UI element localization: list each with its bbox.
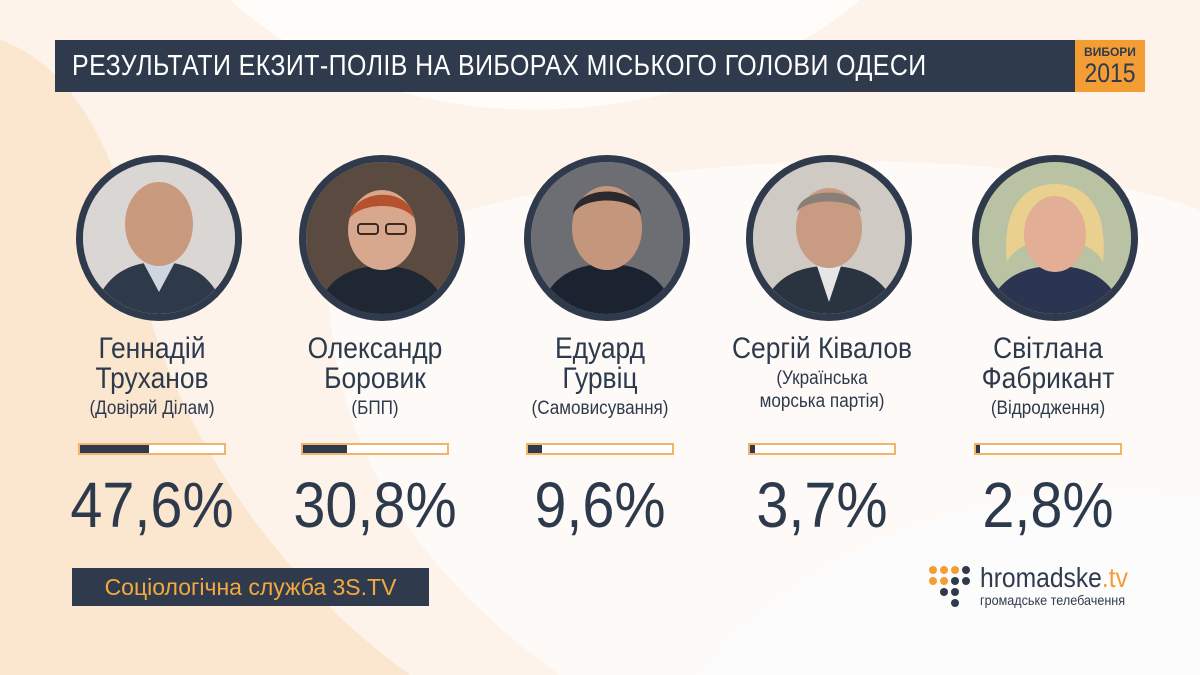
candidate-party: (Довіряй Ділам) [89,398,215,419]
candidate-surname: Труханов [95,362,209,395]
result-bar-track [526,443,674,455]
candidate-party: (БПП) [351,398,399,419]
candidate-photo [299,155,465,321]
result-bar-track [301,443,449,455]
candidate-card: Едуард Гурвіц (Самовисування) 9,6% [485,155,715,540]
source-label: Соціологічна служба 3S.TV [72,568,429,606]
candidate-name: Едуард [554,332,646,365]
candidate-photo [76,155,242,321]
candidate-card: Світлана Фабрикант (Відродження) 2,8% [933,155,1163,540]
badge-label: ВИБОРИ [1084,45,1136,59]
candidate-card: Геннадій Труханов (Довіряй Ділам) 47,6% [37,155,267,540]
candidate-photo [746,155,912,321]
result-bar [750,445,756,453]
result-bar-track [974,443,1122,455]
result-bar [528,445,542,453]
result-label: 2,8% [982,469,1114,541]
candidate-name: Геннадій [98,332,206,365]
election-year-badge: ВИБОРИ 2015 [1075,40,1145,92]
result-bar [303,445,348,453]
header-bar [55,40,1075,92]
result-bar-track [748,443,896,455]
logo-subtitle: громадське телебачення [980,592,1126,608]
candidate-party-line2: морська партія) [759,391,885,412]
candidate-card: Сергій Ківалов (Українська морська парті… [707,155,937,540]
candidate-name: Олександр [307,332,443,365]
result-bar [976,445,981,453]
candidate-photo [524,155,690,321]
candidate-party: (Відродження) [990,398,1106,419]
candidate-surname: Боровик [324,362,426,395]
logo-wordmark: hromadske.tv [980,562,1128,594]
logo-dots-icon [929,566,970,607]
page-title: РЕЗУЛЬТАТИ ЕКЗИТ-ПОЛІВ НА ВИБОРАХ МІСЬКО… [72,50,927,82]
candidate-name: Світлана [993,332,1103,365]
candidate-party: (Самовисування) [531,398,669,419]
hromadske-logo: hromadske.tv громадське телебачення [928,562,1158,612]
candidate-party: (Українська [776,368,868,389]
candidate-photo [972,155,1138,321]
result-label: 47,6% [70,469,234,541]
candidate-surname: Фабрикант [981,362,1115,395]
result-bar [80,445,149,453]
result-label: 30,8% [293,469,457,541]
result-label: 9,6% [534,469,666,541]
result-label: 3,7% [756,469,888,541]
logo-tld: .tv [1101,562,1128,593]
candidate-surname: Гурвіц [562,362,638,395]
result-bar-track [78,443,226,455]
badge-year: 2015 [1084,58,1136,88]
candidate-name: Сергій Ківалов [731,332,913,365]
logo-name: hromadske [980,562,1102,593]
candidate-card: Олександр Боровик (БПП) 30,8% [260,155,490,540]
